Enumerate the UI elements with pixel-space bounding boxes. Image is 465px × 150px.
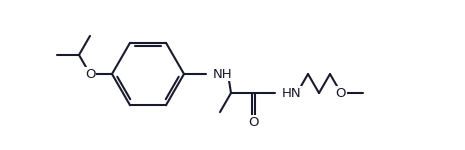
Text: O: O xyxy=(248,116,258,129)
Text: HN: HN xyxy=(282,87,302,100)
Text: O: O xyxy=(336,87,346,100)
Text: O: O xyxy=(85,68,95,81)
Text: NH: NH xyxy=(213,68,232,81)
